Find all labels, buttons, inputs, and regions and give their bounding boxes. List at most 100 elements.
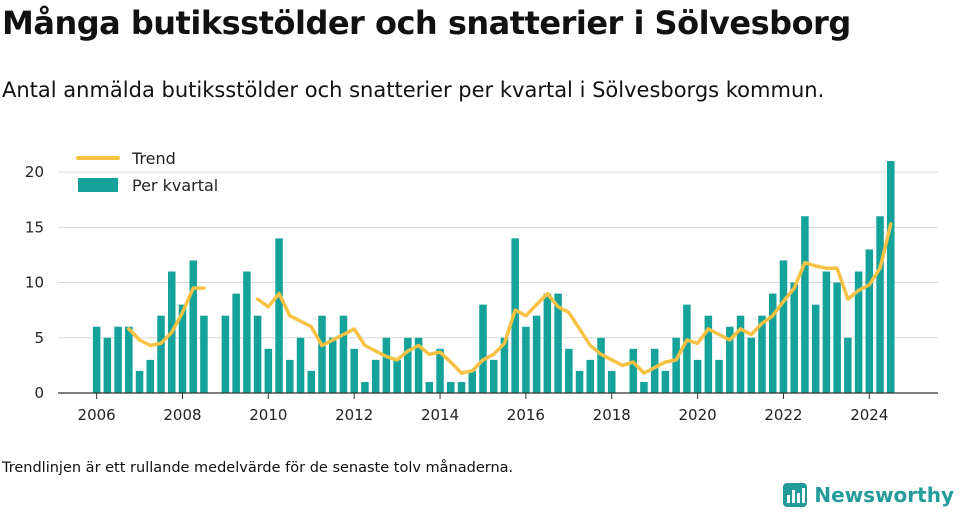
bar (457, 381, 466, 393)
bar (414, 337, 423, 393)
newsworthy-logo-icon (783, 483, 808, 507)
bar (876, 216, 884, 393)
bar (736, 315, 745, 393)
bar (833, 282, 841, 393)
bar (447, 381, 455, 393)
bar (92, 326, 101, 393)
bar (715, 359, 723, 393)
bar (586, 359, 595, 393)
bar (844, 337, 852, 393)
y-tick-label: 5 (34, 329, 44, 347)
chart-subtitle: Antal anmälda butiksstölder och snatteri… (2, 78, 825, 102)
bar (436, 348, 444, 393)
bar (532, 315, 541, 393)
legend-trend-label: Trend (131, 149, 176, 168)
bar (361, 381, 369, 393)
y-tick-label: 0 (34, 384, 44, 402)
trend-line (127, 286, 206, 348)
bar (811, 304, 820, 393)
bar (339, 315, 348, 393)
bar (253, 315, 262, 393)
bar (371, 359, 380, 393)
bar (103, 337, 112, 393)
bar-series (92, 161, 895, 393)
bar (468, 370, 476, 393)
bar (125, 326, 133, 393)
bar (393, 359, 401, 393)
bar (543, 293, 552, 393)
bar (307, 370, 316, 393)
bar (189, 260, 197, 393)
bar (178, 304, 187, 393)
trend-line (255, 222, 893, 375)
x-tick-label: 2008 (163, 406, 201, 424)
bar (350, 348, 358, 393)
bar (747, 337, 756, 393)
bar (296, 337, 305, 393)
bar (597, 337, 605, 393)
bar (822, 271, 831, 393)
bar (629, 348, 637, 393)
bar (382, 337, 391, 393)
bar (146, 359, 155, 393)
y-axis-labels: 0 5 10 15 20 (25, 163, 44, 402)
bar (286, 359, 294, 393)
bar (672, 337, 680, 393)
bar (693, 359, 702, 393)
y-tick-label: 10 (25, 274, 44, 292)
bar (275, 238, 283, 393)
bar (683, 304, 691, 393)
bar (575, 370, 584, 393)
bar (243, 271, 251, 393)
bar (768, 293, 777, 393)
bar (135, 370, 144, 393)
footnote: Trendlinjen är ett rullande medelvärde f… (2, 460, 514, 476)
bar (758, 315, 766, 393)
legend-bar-swatch (78, 178, 118, 192)
bar (726, 326, 734, 393)
bar (865, 249, 874, 393)
x-tick-label: 2018 (593, 406, 631, 424)
bar (479, 304, 487, 393)
x-tick-label: 2006 (78, 406, 116, 424)
x-axis: 2006 2008 2010 2012 2014 2016 2018 2020 2022 2024 (58, 392, 938, 424)
x-tick-label: 2016 (507, 406, 545, 424)
bar (650, 348, 659, 393)
x-tick-label: 2024 (850, 406, 888, 424)
bar (157, 315, 165, 393)
trend-series (127, 222, 893, 375)
bar (232, 293, 240, 393)
bar (200, 315, 208, 393)
bar (608, 370, 616, 393)
bar (328, 337, 337, 393)
bar (114, 326, 122, 393)
bar (404, 337, 412, 393)
brand-logo[interactable]: Newsworthy (782, 482, 954, 508)
x-tick-label: 2014 (421, 406, 459, 424)
bar (522, 326, 530, 393)
brand-name: Newsworthy (814, 483, 954, 507)
bar (221, 315, 230, 393)
bar (704, 315, 713, 393)
y-tick-label: 20 (25, 163, 44, 181)
bar (425, 381, 434, 393)
x-tick-label: 2022 (764, 406, 802, 424)
bar (779, 260, 788, 393)
bar (640, 381, 648, 393)
bar (661, 370, 670, 393)
legend-bar-label: Per kvartal (132, 176, 218, 195)
bar (554, 293, 562, 393)
bar (489, 359, 498, 393)
x-tick-label: 2012 (335, 406, 373, 424)
bar (500, 337, 509, 393)
bar (790, 282, 798, 393)
legend: Trend Per kvartal (76, 149, 218, 195)
chart-area: 2006 2008 2010 2012 2014 2016 2018 2020 2022 2024… (25, 149, 938, 424)
bar (887, 161, 895, 393)
bar (318, 315, 326, 393)
chart-title: Många butiksstölder och snatterier i Söl… (2, 4, 851, 42)
bar (801, 216, 809, 393)
y-tick-label: 15 (25, 218, 44, 236)
x-tick-label: 2020 (679, 406, 717, 424)
bar (264, 348, 273, 393)
